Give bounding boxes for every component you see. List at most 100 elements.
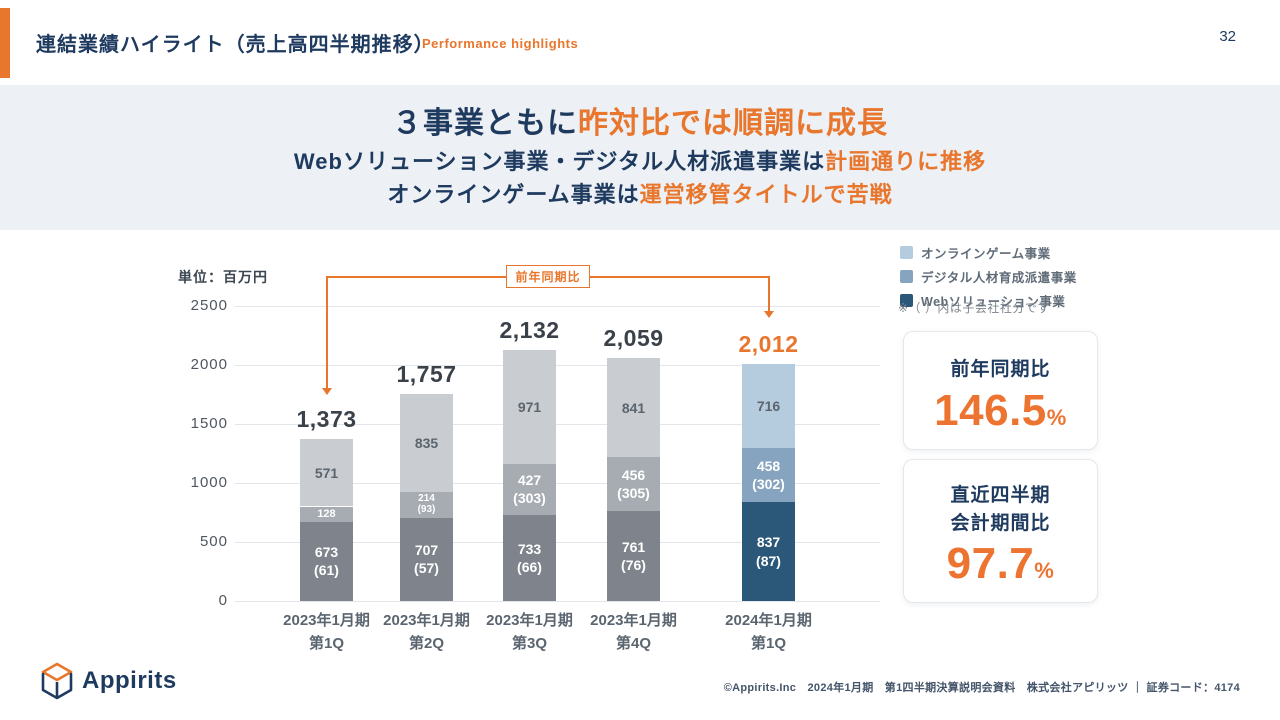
headline-accent: 昨対比では順調に成長 xyxy=(578,107,888,140)
legend-label: オンラインゲーム事業 xyxy=(921,247,1051,261)
bar-segment-game: 571 xyxy=(300,439,353,507)
gridline xyxy=(235,424,880,425)
legend-item-game: オンラインゲーム事業 xyxy=(900,243,1077,262)
bar-total-label: 1,373 xyxy=(296,406,357,433)
stacked-bar-第2Q: 707 (57) 214 (93) 835 xyxy=(400,393,453,601)
stacked-bar-第1Q: 837 (87) 458 (302) 716 xyxy=(742,363,795,601)
bar-segment-web: 837 (87) xyxy=(742,502,795,601)
legend-swatch-game xyxy=(900,246,913,259)
bar-segment-web: 707 (57) xyxy=(400,517,453,601)
bar-segment-digital: 214 (93) xyxy=(400,492,453,518)
logo-wordmark: Appirits xyxy=(82,667,177,694)
kpi-value: 146.5% xyxy=(904,386,1097,436)
yoy-callout-badge: 前年同期比 xyxy=(506,265,590,288)
bar-segment-web: 761 (76) xyxy=(607,511,660,601)
x-label-period: 2023年1月期 xyxy=(383,612,470,629)
bar-segment-game: 716 xyxy=(742,363,795,449)
kpi-number: 146.5 xyxy=(934,385,1047,435)
legend-label: Webソリューション事業 xyxy=(921,295,1066,309)
bar-segment-web: 733 (66) xyxy=(503,514,556,601)
stacked-bar-第4Q: 761 (76) 456 (305) 841 xyxy=(607,358,660,601)
banner-subline-1: Webソリューション事業・デジタル人材派遣事業は計画通りに推移 xyxy=(0,146,1280,179)
quarterly-revenue-chart: 単位：百万円 0 500 1000 1500 2000 2500 673 (61) 128 57… xyxy=(170,255,896,655)
plot-area: 0 500 1000 1500 2000 2500 673 (61) 128 571 1,373 7… xyxy=(191,297,880,609)
legend-item-web: Webソリューション事業 xyxy=(900,291,1077,310)
header: 連結業績ハイライト（売上高四半期推移） Performance highligh… xyxy=(0,0,1280,85)
page-number: 32 xyxy=(1219,28,1236,45)
callout-line-right xyxy=(768,276,770,311)
footer-copyright: ©Appirits.Inc 2024年1月期 第1四半期決算説明会資料 株式会社… xyxy=(723,682,1240,694)
y-axis-tick: 500 xyxy=(199,533,228,550)
gridline xyxy=(235,483,880,484)
y-axis-tick: 1000 xyxy=(190,474,228,491)
accent-bar xyxy=(0,8,10,78)
stacked-bar-第3Q: 733 (66) 427 (303) 971 xyxy=(503,349,556,601)
legend-note: ※（ ）内は子会社社分です xyxy=(898,301,1050,315)
bar-segment-game: 835 xyxy=(400,393,453,493)
kpi-card-yoy: 前年同期比 146.5% xyxy=(903,331,1098,450)
bar-segment-digital: 456 (305) xyxy=(607,457,660,512)
bar-segment-digital: 427 (303) xyxy=(503,464,556,515)
y-axis-tick: 2000 xyxy=(190,356,228,373)
legend-swatch-digital xyxy=(900,270,913,283)
bar-total-label: 2,012 xyxy=(738,330,799,357)
page-title: 連結業績ハイライト（売上高四半期推移） xyxy=(36,34,435,56)
x-label-quarter: 第2Q xyxy=(408,635,444,653)
gridline xyxy=(235,365,880,366)
bar-total-label: 2,059 xyxy=(603,325,664,352)
x-axis-label: 2023年1月期 第4Q xyxy=(564,609,704,656)
gridline xyxy=(235,542,880,543)
legend-item-digital: デジタル人材育成派遣事業 xyxy=(900,267,1077,286)
bar-segment-digital: 128 xyxy=(300,506,353,522)
x-label-quarter: 第1Q xyxy=(750,635,786,653)
appirits-logo: Appirits xyxy=(40,662,177,700)
cube-logo-icon xyxy=(41,662,73,700)
subline1-accent: 計画通りに推移 xyxy=(825,149,987,174)
kpi-title: 前年同期比 xyxy=(950,359,1051,380)
y-axis-tick: 1500 xyxy=(190,415,228,432)
key-message-banner: ３事業ともに昨対比では順調に成長 Webソリューション事業・デジタル人材派遣事業… xyxy=(0,85,1280,230)
bar-total-label: 1,757 xyxy=(396,360,457,387)
kpi-card-qoq: 直近四半期 会計期間比 97.7% xyxy=(903,459,1098,603)
bar-segment-game: 971 xyxy=(503,349,556,465)
x-label-period: 2023年1月期 xyxy=(486,612,573,629)
unit-label: 単位：百万円 xyxy=(178,269,268,285)
kpi-title-line1: 直近四半期 xyxy=(950,485,1051,506)
bar-segment-digital: 458 (302) xyxy=(742,448,795,503)
x-label-quarter: 第3Q xyxy=(511,635,547,653)
banner-headline: ３事業ともに昨対比では順調に成長 xyxy=(0,101,1280,146)
gridline xyxy=(235,306,880,307)
kpi-title: 直近四半期 会計期間比 xyxy=(904,482,1097,537)
subline1-dark: Webソリューション事業・デジタル人材派遣事業は xyxy=(293,149,826,174)
subline2-dark: オンラインゲーム事業は xyxy=(387,181,640,207)
stacked-bar-第1Q: 673 (61) 128 571 xyxy=(300,439,353,601)
x-label-quarter: 第1Q xyxy=(308,635,344,653)
x-axis-label: 2023年1月期 第3Q xyxy=(460,609,600,656)
subline2-accent: 運営移管タイトルで苦戦 xyxy=(639,181,893,207)
x-label-quarter: 第4Q xyxy=(615,635,651,653)
x-axis-label: 2023年1月期 第1Q xyxy=(257,609,397,656)
callout-arrow-right-icon xyxy=(764,311,774,318)
banner-subline-2: オンラインゲーム事業は運営移管タイトルで苦戦 xyxy=(0,179,1280,212)
legend-swatch-web xyxy=(900,294,913,307)
kpi-unit: % xyxy=(1046,404,1067,430)
x-axis-label: 2023年1月期 第2Q xyxy=(357,609,497,656)
bar-segment-web: 673 (61) xyxy=(300,521,353,601)
kpi-unit: % xyxy=(1034,558,1055,584)
headline-dark: ３事業ともに xyxy=(392,107,578,140)
kpi-value: 97.7% xyxy=(904,539,1097,589)
gridline xyxy=(235,601,880,602)
bar-segment-game: 841 xyxy=(607,358,660,458)
x-label-period: 2024年1月期 xyxy=(725,612,812,629)
kpi-title-line2: 会計期間比 xyxy=(950,512,1051,534)
chart-legend: オンラインゲーム事業 デジタル人材育成派遣事業 Webソリューション事業 xyxy=(900,243,1077,315)
x-axis-label: 2024年1月期 第1Q xyxy=(699,609,839,656)
page-subtitle: Performance highlights xyxy=(422,36,579,51)
legend-label: デジタル人材育成派遣事業 xyxy=(921,271,1077,285)
callout-arrow-left-icon xyxy=(322,388,332,395)
x-label-period: 2023年1月期 xyxy=(283,612,370,629)
y-axis-tick: 0 xyxy=(218,592,228,609)
callout-line-left xyxy=(326,276,328,388)
bar-total-label: 2,132 xyxy=(499,316,560,343)
